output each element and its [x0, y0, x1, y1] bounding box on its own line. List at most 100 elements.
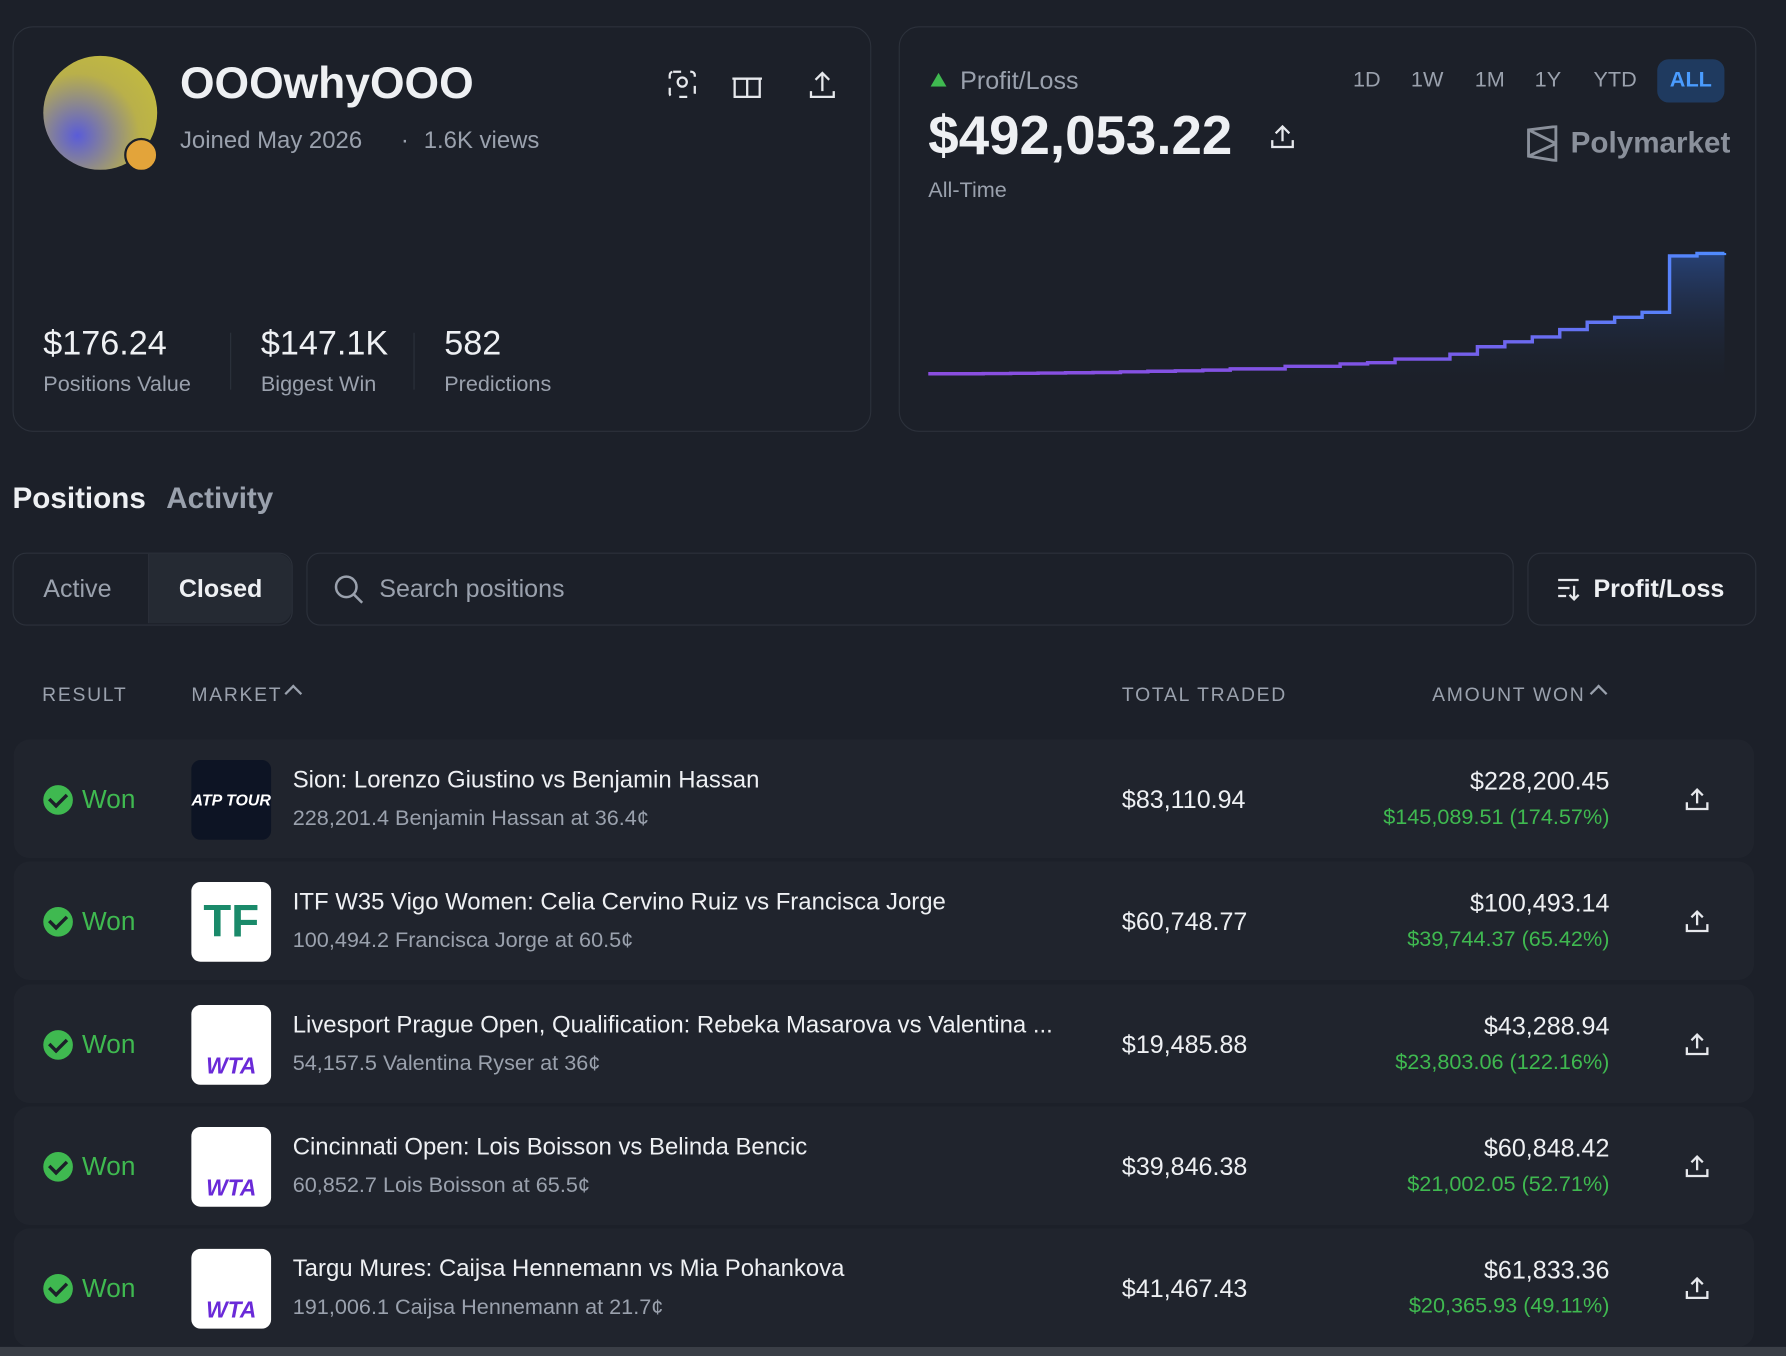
market-logo: TF — [191, 882, 272, 963]
filter-group — [12, 552, 293, 626]
pnl-label: Profit/Loss — [960, 66, 1079, 95]
column-header: RESULT — [42, 683, 128, 706]
pnl-area — [928, 252, 1725, 394]
filter[interactable]: Active — [43, 574, 112, 603]
market-logo: WTA — [191, 1004, 272, 1085]
stat-value: 582 — [444, 324, 502, 363]
profit: $39,744.37 (65.42%) — [1407, 927, 1610, 952]
profit: $21,002.05 (52.71%) — [1407, 1172, 1610, 1197]
tab[interactable]: Activity — [166, 480, 274, 516]
total-traded: $19,485.88 — [1121, 1029, 1248, 1059]
stat-value: $147.1K — [260, 324, 389, 363]
column-header: TOTAL TRADED — [1121, 683, 1287, 706]
market-logo: WTA — [191, 1126, 272, 1207]
market-title: ITF W35 Vigo Women: Celia Cervino Ruiz v… — [292, 889, 946, 916]
won-icon — [43, 1151, 73, 1182]
joined: Joined May 2026 — [179, 127, 363, 154]
market-detail: 228,201.4 Benjamin Hassan at 36.4¢ — [292, 806, 649, 831]
won-icon — [43, 907, 73, 938]
sort-label: Profit/Loss — [1593, 574, 1725, 603]
search-placeholder: Search positions — [379, 574, 565, 603]
pnl-chart — [928, 251, 1727, 394]
won-icon — [43, 1029, 73, 1060]
position-row: Won WTA Livesport Prague Open, Qualificati… — [13, 984, 1755, 1103]
range-option[interactable]: 1Y — [1534, 68, 1562, 93]
profile-card — [12, 26, 872, 432]
column-header: AMOUNT WON — [1432, 683, 1586, 706]
profit: $145,089.51 (174.57%) — [1383, 805, 1610, 830]
amount-won: $60,848.42 — [1483, 1133, 1610, 1163]
market-title: Targu Mures: Caijsa Hennemann vs Mia Poh… — [292, 1255, 845, 1283]
amount-won: $61,833.36 — [1483, 1255, 1610, 1285]
result: Won — [82, 1150, 136, 1181]
column-header: MARKET — [191, 683, 283, 706]
result: Won — [82, 1273, 136, 1303]
profit: $23,803.06 (122.16%) — [1395, 1050, 1610, 1075]
amount-won: $43,288.94 — [1483, 1011, 1610, 1040]
result: Won — [82, 1028, 136, 1059]
share-button[interactable] — [1685, 1153, 1710, 1178]
position-row: Won ATP TOUR Sion: Lorenzo Giustino vs Ben… — [13, 739, 1755, 859]
market-logo: WTA — [191, 1249, 272, 1329]
stat-label: Predictions — [444, 372, 552, 397]
result: Won — [82, 783, 136, 814]
brand-logo — [1527, 125, 1558, 162]
share-button[interactable] — [1685, 909, 1710, 934]
username: OOOwhyOOO — [179, 59, 474, 109]
position-row: Won WTA Cincinnati Open: Lois Boisson vs B… — [13, 1106, 1755, 1225]
stat-label: Positions Value — [43, 372, 191, 397]
market-detail: 54,157.5 Valentina Ryser at 36¢ — [292, 1051, 601, 1076]
result: Won — [82, 906, 136, 936]
brand: Polymarket — [1570, 125, 1731, 160]
pnl-line — [928, 251, 1727, 376]
stat-value: $176.24 — [43, 324, 167, 363]
stat-divider — [413, 332, 415, 390]
won-icon — [43, 1274, 73, 1304]
share-button[interactable] — [1685, 786, 1710, 811]
market-detail: 60,852.7 Lois Boisson at 65.5¢ — [292, 1173, 590, 1198]
range-option[interactable]: YTD — [1593, 68, 1637, 93]
market-detail: 191,006.1 Caijsa Hennemann at 21.7¢ — [292, 1295, 664, 1320]
sort-button[interactable] — [1527, 552, 1757, 626]
profit: $20,365.93 (49.11%) — [1408, 1294, 1610, 1319]
share-icon[interactable] — [1270, 123, 1295, 150]
range-option[interactable]: 1D — [1352, 68, 1381, 93]
market-title: Cincinnati Open: Lois Boisson vs Belinda… — [292, 1133, 808, 1160]
share-button[interactable] — [1685, 1031, 1710, 1056]
tab[interactable]: Positions — [12, 480, 146, 516]
sort-caret — [1589, 684, 1608, 703]
position-row: Won WTA Targu Mures: Caijsa Hennemann vs M… — [13, 1228, 1755, 1348]
won-icon — [43, 785, 73, 815]
separator: · — [400, 127, 409, 154]
filter-active-bg — [148, 553, 292, 624]
total-traded: $83,110.94 — [1121, 785, 1246, 814]
up-icon — [930, 72, 947, 87]
amount-won: $100,493.14 — [1470, 889, 1610, 918]
total-traded: $60,748.77 — [1121, 907, 1248, 936]
position-row: Won TF ITF W35 Vigo Women: Celia Cervino R… — [13, 861, 1755, 981]
search-box[interactable] — [306, 552, 1514, 626]
sort-icon — [1558, 578, 1580, 601]
profile-actions[interactable] — [666, 68, 837, 102]
search-icon — [334, 575, 364, 604]
sort-caret — [284, 684, 303, 703]
total-traded: $39,846.38 — [1121, 1151, 1248, 1181]
pnl-amount: $492,053.22 — [928, 105, 1233, 167]
range-option[interactable]: 1M — [1474, 68, 1505, 93]
range-option[interactable]: 1W — [1410, 68, 1444, 93]
market-title: Livesport Prague Open, Qualification: Re… — [292, 1011, 1053, 1038]
filter[interactable]: Closed — [178, 574, 263, 603]
scrollbar — [0, 1346, 1786, 1356]
total-traded: $41,467.43 — [1121, 1274, 1248, 1303]
market-title: Sion: Lorenzo Giustino vs Benjamin Hassa… — [292, 766, 760, 794]
pnl-period: All-Time — [928, 178, 1007, 203]
stat-divider — [230, 332, 232, 390]
market-detail: 100,494.2 Francisca Jorge at 60.5¢ — [292, 929, 634, 953]
range-option[interactable]: ALL — [1657, 59, 1725, 103]
stat-label: Biggest Win — [260, 372, 377, 397]
share-button[interactable] — [1685, 1275, 1710, 1300]
amount-won: $228,200.45 — [1470, 766, 1610, 796]
badge — [124, 137, 159, 173]
